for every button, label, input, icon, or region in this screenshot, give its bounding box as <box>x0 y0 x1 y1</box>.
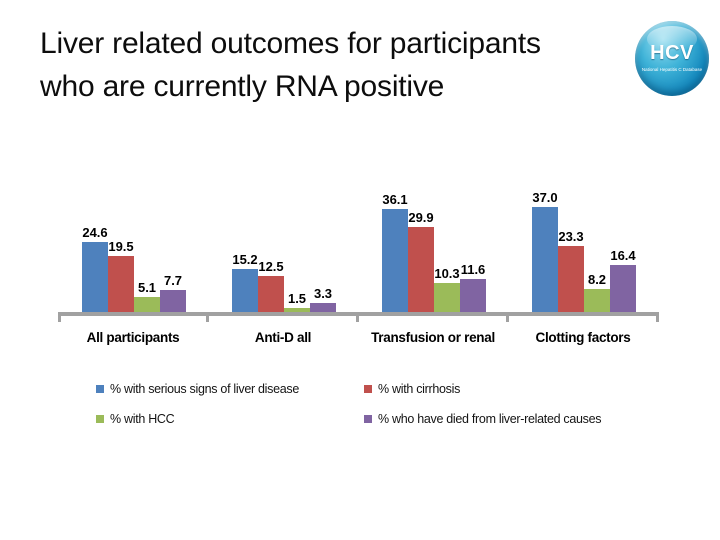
bar-slot: 7.7 <box>160 273 186 312</box>
bar <box>310 303 336 312</box>
category-label: Anti-D all <box>254 330 312 345</box>
bar-value-label: 29.9 <box>408 210 434 225</box>
legend-item: % with serious signs of liver disease <box>96 382 364 396</box>
bar <box>284 308 310 312</box>
bar-value-label: 5.1 <box>137 280 157 295</box>
legend-item: % with cirrhosis <box>364 382 656 396</box>
bar-value-label: 1.5 <box>287 291 307 306</box>
bar <box>82 242 108 312</box>
bar <box>532 207 558 312</box>
legend-swatch <box>96 415 104 423</box>
bar-slot: 23.3 <box>558 229 584 312</box>
slide-title-line2: who are currently RNA positive <box>40 70 445 103</box>
category-label: All participants <box>86 330 180 345</box>
category-label: Transfusion or renal <box>371 330 495 345</box>
bar-slot: 10.3 <box>434 266 460 312</box>
hcv-logo-text: HCV <box>650 42 694 64</box>
bar <box>382 209 408 312</box>
category-label: Clotting factors <box>535 330 631 345</box>
category-axis-labels: All participants Anti-D all Transfusion or… <box>58 330 658 345</box>
bar-slot: 15.2 <box>232 252 258 312</box>
legend-item: % with HCC <box>96 412 364 426</box>
bar-group: 36.1 29.9 10.3 11.6 <box>358 188 508 312</box>
bar-slot: 1.5 <box>284 291 310 312</box>
bar-value-label: 36.1 <box>382 192 408 207</box>
bar <box>558 246 584 312</box>
legend-item: % who have died from liver-related cause… <box>364 412 656 426</box>
bar-value-label: 11.6 <box>460 262 486 277</box>
bar-slot: 36.1 <box>382 192 408 312</box>
bar <box>232 269 258 312</box>
legend-label: % with serious signs of liver disease <box>110 382 299 396</box>
bar-value-label: 16.4 <box>610 248 636 263</box>
bar-slot: 16.4 <box>610 248 636 312</box>
axis-tick <box>206 312 209 322</box>
bar-group: 15.2 12.5 1.5 3.3 <box>208 188 358 312</box>
bar-value-label: 12.5 <box>258 259 284 274</box>
axis-tick <box>356 312 359 322</box>
bar <box>460 279 486 312</box>
bar-group: 37.0 23.3 8.2 16.4 <box>508 188 658 312</box>
bar <box>134 297 160 312</box>
legend-label: % with HCC <box>110 412 175 426</box>
legend-swatch <box>96 385 104 393</box>
bar-chart-plot-area: 24.6 19.5 5.1 7.7 15.2 12.5 1.5 3.3 36.1 29.9 10.3… <box>58 188 658 312</box>
bar <box>108 256 134 312</box>
bar-slot: 12.5 <box>258 259 284 312</box>
bar-value-label: 10.3 <box>434 266 460 281</box>
bar-value-label: 24.6 <box>82 225 108 240</box>
x-axis-line <box>58 312 659 322</box>
bar <box>408 227 434 312</box>
bar <box>258 276 284 312</box>
bar <box>160 290 186 312</box>
axis-tick <box>58 312 61 322</box>
slide-title: Liver related outcomes for participants … <box>40 22 640 108</box>
bar-slot: 11.6 <box>460 262 486 312</box>
bar-group: 24.6 19.5 5.1 7.7 <box>58 188 208 312</box>
legend-swatch <box>364 385 372 393</box>
bar-value-label: 37.0 <box>532 190 558 205</box>
bar-slot: 5.1 <box>134 280 160 312</box>
bar-value-label: 8.2 <box>587 272 607 287</box>
bar-slot: 37.0 <box>532 190 558 312</box>
axis-tick <box>506 312 509 322</box>
bar-value-label: 7.7 <box>163 273 183 288</box>
bar-value-label: 15.2 <box>232 252 258 267</box>
legend-label: % with cirrhosis <box>378 382 461 396</box>
bar <box>434 283 460 312</box>
chart-legend: % with serious signs of liver disease % w… <box>96 382 656 426</box>
bar-slot: 24.6 <box>82 225 108 312</box>
slide-title-line1: Liver related outcomes for participants <box>40 27 541 60</box>
bar-value-label: 19.5 <box>108 239 134 254</box>
legend-swatch <box>364 415 372 423</box>
bar-value-label: 23.3 <box>558 229 584 244</box>
hcv-logo-caption: National Hepatitis C Database <box>641 67 703 73</box>
bar-slot: 29.9 <box>408 210 434 312</box>
hcv-logo: HCV National Hepatitis C Database <box>635 21 709 96</box>
bar-slot: 8.2 <box>584 272 610 312</box>
bar-slot: 3.3 <box>310 286 336 312</box>
axis-tick <box>656 312 659 322</box>
bar <box>584 289 610 312</box>
bar <box>610 265 636 312</box>
bar-value-label: 3.3 <box>313 286 333 301</box>
bar-slot: 19.5 <box>108 239 134 312</box>
legend-label: % who have died from liver-related cause… <box>378 412 602 426</box>
